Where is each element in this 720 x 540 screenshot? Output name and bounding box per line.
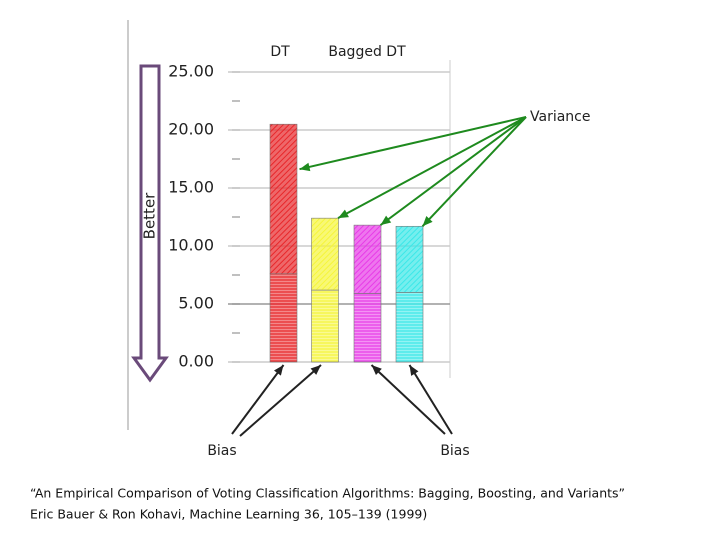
- bias-arrow: [408, 364, 453, 435]
- category-label: Bagged DT: [328, 44, 406, 60]
- bar-segment: [311, 217, 339, 291]
- bias-arrow: [231, 364, 285, 435]
- variance-arrow-head: [299, 162, 311, 172]
- y-tick-label: 5.00: [178, 294, 214, 313]
- bar-segment: [353, 224, 382, 294]
- direction-label: Better: [141, 192, 159, 240]
- bias-arrow-head: [409, 365, 419, 376]
- variance-arrow-head: [422, 215, 433, 227]
- category-label: DT: [270, 44, 290, 60]
- bar-segment: [269, 273, 298, 363]
- bar-segment: [395, 292, 424, 363]
- variance-arrow: [337, 116, 527, 220]
- y-tick-label: 15.00: [168, 178, 214, 197]
- citation: Eric Bauer & Ron Kohavi, Machine Learnin…: [30, 507, 427, 522]
- bias-arrow: [239, 364, 322, 437]
- bias-arrow-head: [274, 365, 284, 376]
- better-arrow: [131, 64, 169, 383]
- variance-arrow: [299, 116, 527, 171]
- citation: “An Empirical Comparison of Voting Class…: [30, 486, 625, 501]
- bar-segment: [311, 289, 339, 363]
- y-tick-label: 25.00: [168, 62, 214, 81]
- bar-segment: [353, 293, 382, 363]
- bias-label: Bias: [440, 443, 469, 459]
- y-tick-label: 0.00: [178, 352, 214, 371]
- y-tick-label: 20.00: [168, 120, 214, 139]
- variance-arrow: [379, 116, 527, 226]
- variance-arrow: [421, 116, 527, 227]
- bias-arrow: [370, 364, 446, 435]
- variance-arrow-head: [380, 215, 392, 226]
- bias-arrow-head: [310, 365, 321, 375]
- bar-segment: [269, 123, 298, 275]
- bias-label: Bias: [207, 443, 236, 459]
- variance-label: Variance: [530, 109, 590, 125]
- bar-segment: [395, 225, 424, 293]
- y-tick-label: 10.00: [168, 236, 214, 255]
- variance-arrow-head: [338, 209, 349, 219]
- bias-arrow-head: [371, 365, 382, 376]
